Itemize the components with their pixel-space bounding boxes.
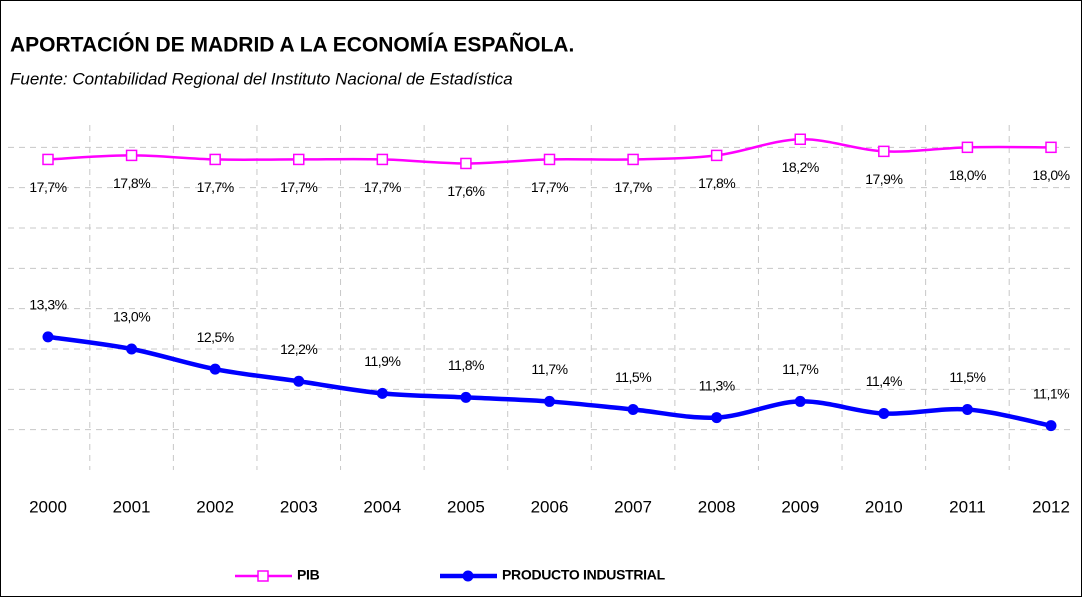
data-label: 11,9%	[364, 353, 400, 369]
legend-marker	[257, 570, 269, 582]
x-tick-label: 2012	[1032, 497, 1070, 516]
chart-title: APORTACIÓN DE MADRID A LA ECONOMÍA ESPAÑ…	[10, 33, 574, 57]
data-label: 11,5%	[615, 369, 651, 385]
x-tick-label: 2009	[781, 497, 819, 516]
data-label: 17,7%	[364, 179, 401, 195]
point	[794, 133, 806, 146]
data-label: 17,7%	[197, 179, 234, 195]
data-label: 17,7%	[614, 179, 651, 195]
chart-subtitle: Fuente: Contabilidad Regional del Instit…	[10, 69, 513, 88]
point	[1045, 141, 1057, 154]
point	[627, 153, 639, 166]
legend-label: PRODUCTO INDUSTRIAL	[502, 567, 666, 583]
data-label: 13,3%	[29, 297, 66, 313]
data-label: 12,2%	[280, 341, 317, 357]
x-tick-label: 2011	[949, 497, 986, 516]
point	[293, 153, 305, 166]
point	[293, 375, 305, 387]
point	[376, 387, 388, 399]
data-label: 11,8%	[448, 357, 484, 373]
data-label: 17,7%	[531, 179, 568, 195]
data-label: 11,4%	[866, 373, 902, 389]
point	[794, 395, 806, 407]
point	[376, 153, 389, 166]
legend-label: PIB	[297, 567, 320, 583]
data-label: 17,7%	[29, 179, 66, 195]
point	[209, 363, 221, 375]
point	[126, 343, 138, 355]
point	[710, 149, 723, 162]
data-label: 18,2%	[782, 159, 819, 175]
x-tick-label: 2002	[196, 497, 234, 516]
x-tick-label: 2008	[698, 497, 736, 516]
point	[961, 404, 973, 415]
data-label: 17,9%	[865, 171, 902, 187]
point	[460, 391, 472, 403]
point	[42, 331, 54, 343]
point	[1045, 420, 1057, 432]
data-label: 18,0%	[949, 167, 986, 183]
point	[961, 141, 974, 154]
point	[42, 153, 54, 166]
point	[125, 149, 138, 162]
data-label: 13,0%	[113, 309, 150, 325]
data-label: 17,7%	[280, 179, 317, 195]
x-tick-label: 2004	[363, 497, 401, 516]
point	[209, 153, 221, 166]
point	[543, 153, 556, 166]
x-tick-label: 2010	[865, 497, 903, 516]
point	[544, 395, 555, 407]
x-tick-label: 2005	[447, 497, 485, 516]
data-label: 11,1%	[1033, 385, 1069, 401]
x-tick-label: 2001	[113, 497, 151, 516]
point	[711, 412, 723, 424]
point	[627, 404, 639, 415]
x-tick-label: 2003	[280, 497, 318, 516]
data-label: 11,7%	[531, 361, 567, 377]
data-label: 17,6%	[447, 183, 484, 199]
point	[878, 408, 890, 420]
data-label: 12,5%	[197, 329, 234, 345]
x-tick-label: 2000	[29, 497, 67, 516]
data-label: 11,3%	[699, 377, 735, 393]
data-label: 17,8%	[698, 175, 735, 191]
point	[878, 145, 890, 158]
data-label: 11,7%	[782, 361, 818, 377]
data-label: 11,5%	[949, 369, 985, 385]
x-tick-label: 2006	[531, 497, 569, 516]
data-label: 18,0%	[1032, 167, 1069, 183]
point	[460, 157, 472, 170]
legend-marker	[462, 570, 474, 582]
data-label: 17,8%	[113, 175, 150, 191]
x-tick-label: 2007	[614, 497, 652, 516]
